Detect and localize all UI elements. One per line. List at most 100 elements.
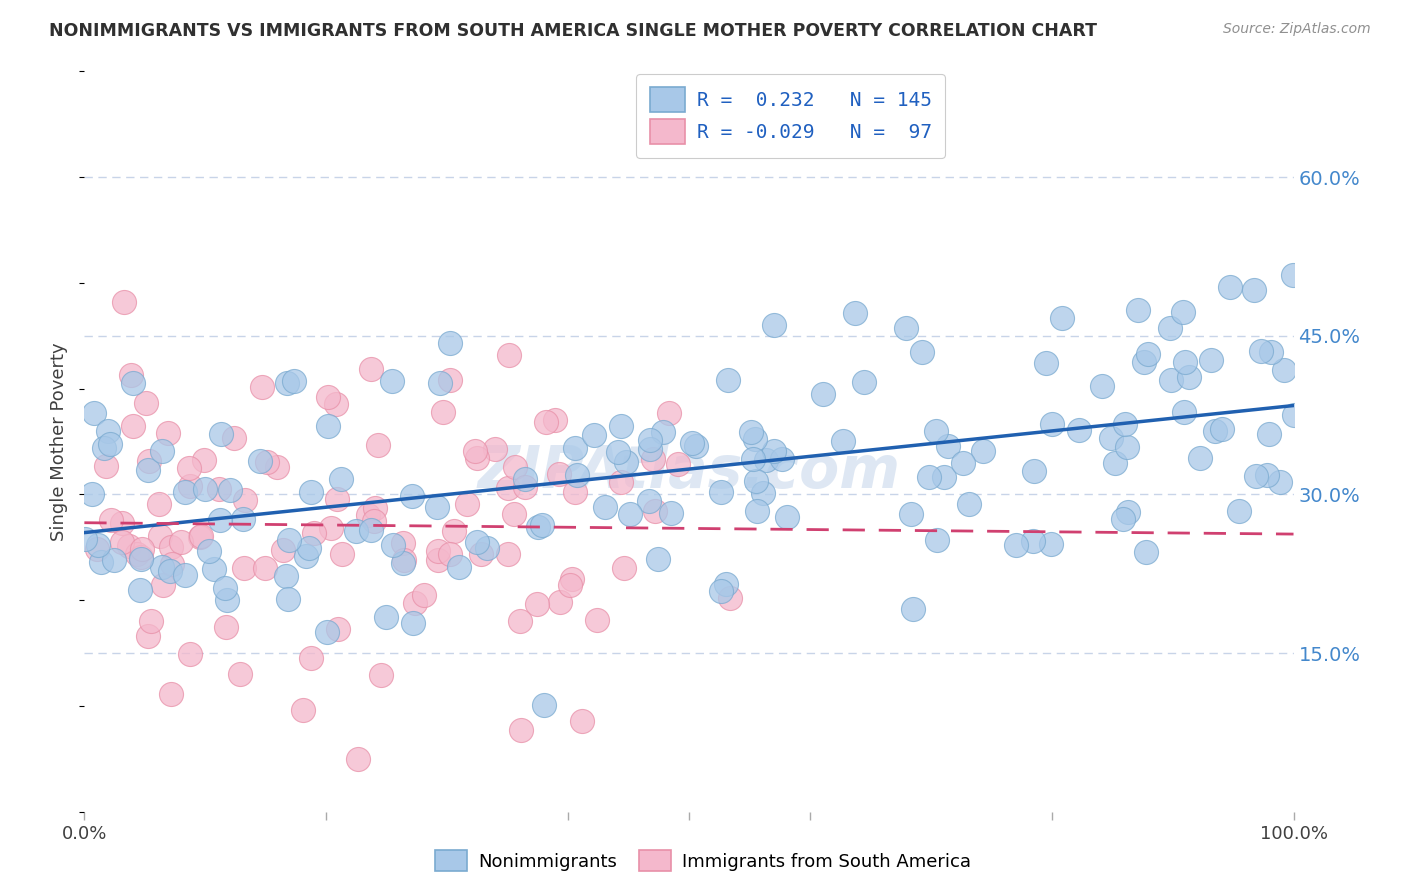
Point [194, 482, 217, 496]
Point [658, 406, 681, 420]
Point [644, 504, 666, 518]
Point [1178, 370, 1201, 384]
Point [619, 508, 641, 522]
Point [111, 516, 134, 531]
Point [219, 483, 242, 498]
Point [1024, 464, 1046, 478]
Point [326, 492, 349, 507]
Point [392, 536, 415, 550]
Point [763, 443, 786, 458]
Point [1104, 456, 1126, 470]
Point [283, 374, 305, 388]
Point [1135, 544, 1157, 558]
Point [1040, 537, 1063, 551]
Point [298, 541, 321, 555]
Point [853, 375, 876, 389]
Point [464, 443, 486, 458]
Point [325, 397, 347, 411]
Point [1171, 305, 1194, 319]
Point [543, 413, 565, 427]
Point [609, 418, 631, 433]
Point [439, 373, 461, 387]
Point [152, 560, 174, 574]
Point [901, 602, 924, 616]
Point [173, 567, 195, 582]
Point [122, 418, 145, 433]
Point [465, 534, 488, 549]
Point [381, 374, 404, 388]
Point [1250, 343, 1272, 358]
Point [159, 565, 181, 579]
Point [404, 596, 426, 610]
Point [392, 553, 415, 567]
Point [401, 489, 423, 503]
Point [666, 457, 689, 471]
Text: Source: ZipAtlas.com: Source: ZipAtlas.com [1223, 22, 1371, 37]
Point [439, 547, 461, 561]
Point [173, 485, 195, 500]
Point [80, 487, 103, 501]
Point [560, 572, 582, 586]
Point [1227, 504, 1250, 518]
Point [952, 456, 974, 470]
Point [1272, 363, 1295, 377]
Point [498, 348, 520, 362]
Point [496, 481, 519, 495]
Point [1189, 450, 1212, 465]
Point [638, 433, 661, 447]
Point [1282, 408, 1305, 422]
Point [344, 524, 367, 538]
Point [315, 624, 337, 639]
Point [475, 541, 498, 556]
Point [1035, 356, 1057, 370]
Point [302, 526, 325, 541]
Point [232, 512, 254, 526]
Point [277, 533, 299, 548]
Point [321, 521, 343, 535]
Point [925, 425, 948, 439]
Point [188, 530, 211, 544]
Point [744, 432, 766, 446]
Point [363, 514, 385, 528]
Point [447, 560, 470, 574]
Point [1022, 534, 1045, 549]
Point [135, 396, 157, 410]
Point [1244, 468, 1267, 483]
Point [127, 547, 149, 561]
Point [659, 506, 682, 520]
Point [277, 592, 299, 607]
Point [582, 427, 605, 442]
Point [1067, 423, 1090, 437]
Point [925, 533, 948, 548]
Point [97, 425, 120, 439]
Point [256, 455, 278, 469]
Point [197, 543, 219, 558]
Point [360, 523, 382, 537]
Point [1114, 417, 1136, 431]
Point [274, 568, 297, 582]
Point [1116, 505, 1139, 519]
Point [918, 469, 941, 483]
Text: NONIMMIGRANTS VS IMMIGRANTS FROM SOUTH AMERICA SINGLE MOTHER POVERTY CORRELATION: NONIMMIGRANTS VS IMMIGRANTS FROM SOUTH A… [49, 22, 1097, 40]
Point [564, 441, 586, 455]
Point [233, 493, 256, 508]
Point [1160, 374, 1182, 388]
Point [509, 615, 531, 629]
Point [717, 373, 740, 387]
Point [1256, 467, 1278, 482]
Point [295, 549, 318, 564]
Point [470, 547, 492, 561]
Point [266, 460, 288, 475]
Point [1099, 431, 1122, 445]
Point [610, 475, 633, 490]
Point [316, 418, 339, 433]
Point [1219, 280, 1241, 294]
Point [1260, 344, 1282, 359]
Point [381, 538, 404, 552]
Point [83, 406, 105, 420]
Point [111, 535, 134, 549]
Point [1204, 425, 1226, 439]
Point [531, 517, 554, 532]
Point [1270, 475, 1292, 489]
Point [214, 582, 236, 596]
